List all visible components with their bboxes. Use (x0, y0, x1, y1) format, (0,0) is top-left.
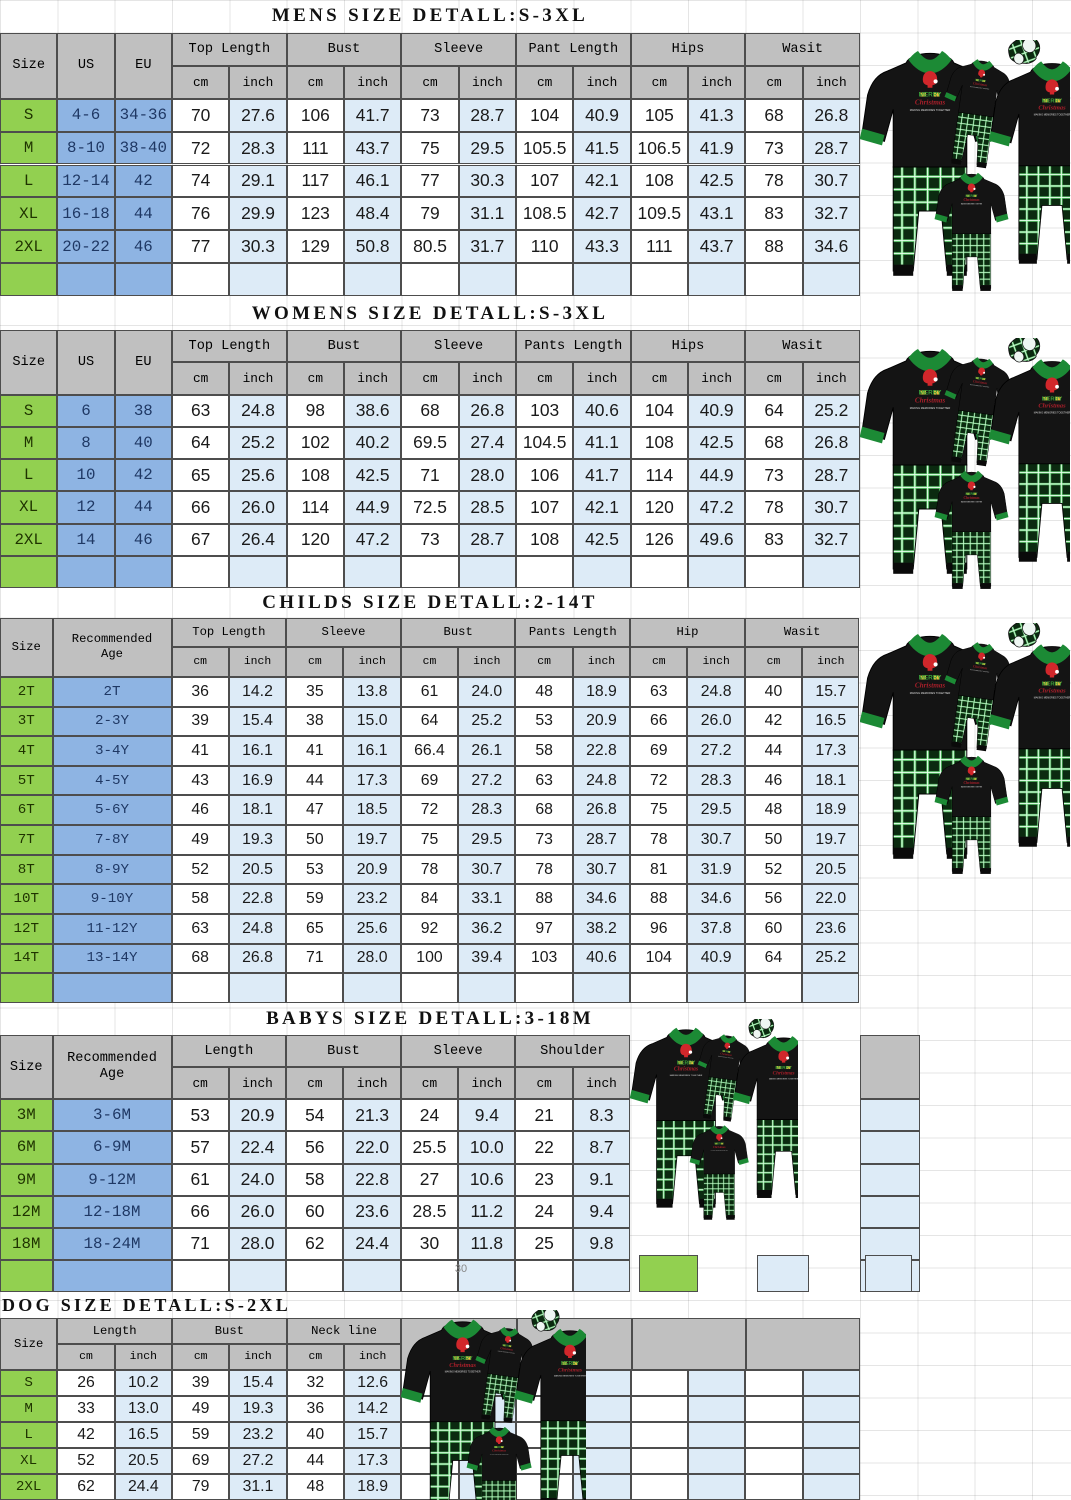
svg-text:MERRY: MERRY (453, 1356, 473, 1362)
svg-text:MAKING MEMORIES TOGETHER: MAKING MEMORIES TOGETHER (769, 1077, 798, 1080)
svg-text:Christmas: Christmas (1038, 688, 1066, 695)
svg-text:MAKING MEMORIES TOGETHER: MAKING MEMORIES TOGETHER (670, 1074, 703, 1077)
svg-text:MERRY: MERRY (1042, 98, 1063, 104)
svg-text:Christmas: Christmas (964, 198, 980, 202)
svg-text:Christmas: Christmas (964, 781, 980, 785)
svg-text:MERRY: MERRY (965, 492, 978, 496)
svg-text:MERRY: MERRY (919, 390, 943, 397)
svg-text:MERRY: MERRY (1042, 681, 1063, 687)
svg-text:MAKING MEMORIES TOGETHER: MAKING MEMORIES TOGETHER (1034, 411, 1070, 414)
svg-text:Christmas: Christmas (558, 1367, 583, 1373)
svg-text:Christmas: Christmas (492, 1449, 507, 1453)
svg-text:Christmas: Christmas (713, 1145, 727, 1149)
svg-text:Christmas: Christmas (915, 682, 946, 690)
svg-text:Christmas: Christmas (915, 99, 946, 107)
svg-text:MERRY: MERRY (919, 675, 943, 682)
svg-text:MERRY: MERRY (965, 777, 978, 781)
svg-text:MERRY: MERRY (775, 1065, 791, 1070)
svg-text:Christmas: Christmas (1038, 403, 1066, 410)
svg-text:Christmas: Christmas (773, 1071, 795, 1077)
svg-text:MERRY: MERRY (1042, 396, 1063, 402)
svg-text:Christmas: Christmas (450, 1362, 477, 1369)
svg-text:MAKING MEMORIES TOGETHER: MAKING MEMORIES TOGETHER (445, 1370, 481, 1373)
svg-text:MAKING MEMORIES TOGETHER: MAKING MEMORIES TOGETHER (1034, 696, 1070, 699)
svg-text:MERRY: MERRY (919, 92, 943, 99)
svg-text:Christmas: Christmas (964, 496, 980, 500)
svg-text:MAKING MEMORIES TOGETHER: MAKING MEMORIES TOGETHER (910, 691, 951, 695)
svg-text:Christmas: Christmas (674, 1067, 699, 1073)
svg-text:MERRY: MERRY (677, 1060, 696, 1066)
svg-text:MAKING MEMORIES TOGETHER: MAKING MEMORIES TOGETHER (910, 406, 951, 410)
svg-text:Christmas: Christmas (915, 397, 946, 405)
svg-text:Christmas: Christmas (1038, 105, 1066, 112)
svg-text:MAKING MEMORIES TOGETHER: MAKING MEMORIES TOGETHER (554, 1374, 586, 1377)
svg-text:MAKING MEMORIES TOGETHER: MAKING MEMORIES TOGETHER (1034, 113, 1070, 116)
svg-text:MERRY: MERRY (965, 194, 978, 198)
svg-text:MERRY: MERRY (561, 1361, 580, 1367)
svg-text:MAKING MEMORIES TOGETHER: MAKING MEMORIES TOGETHER (910, 108, 951, 112)
